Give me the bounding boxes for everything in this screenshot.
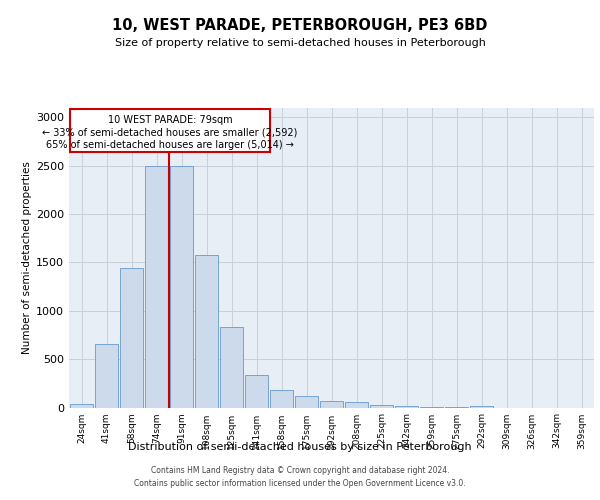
Bar: [370, 404, 394, 407]
Bar: [269, 390, 293, 407]
FancyBboxPatch shape: [70, 110, 270, 152]
Bar: [220, 327, 244, 407]
Y-axis label: Number of semi-detached properties: Number of semi-detached properties: [22, 161, 32, 354]
Bar: [320, 400, 343, 407]
Bar: [95, 344, 118, 407]
Text: 10, WEST PARADE, PETERBOROUGH, PE3 6BD: 10, WEST PARADE, PETERBOROUGH, PE3 6BD: [112, 18, 488, 32]
Bar: [194, 254, 218, 408]
Text: Size of property relative to semi-detached houses in Peterborough: Size of property relative to semi-detach…: [115, 38, 485, 48]
Bar: [295, 396, 319, 407]
Text: 10 WEST PARADE: 79sqm: 10 WEST PARADE: 79sqm: [107, 115, 232, 125]
Bar: [145, 166, 169, 408]
Bar: [245, 374, 268, 408]
Text: ← 33% of semi-detached houses are smaller (2,592): ← 33% of semi-detached houses are smalle…: [42, 128, 298, 138]
Text: Distribution of semi-detached houses by size in Peterborough: Distribution of semi-detached houses by …: [128, 442, 472, 452]
Bar: [395, 406, 418, 407]
Bar: [70, 404, 94, 407]
Bar: [170, 166, 193, 408]
Text: 65% of semi-detached houses are larger (5,014) →: 65% of semi-detached houses are larger (…: [46, 140, 294, 150]
Text: Contains HM Land Registry data © Crown copyright and database right 2024.
Contai: Contains HM Land Registry data © Crown c…: [134, 466, 466, 487]
Bar: [119, 268, 143, 407]
Bar: [470, 406, 493, 407]
Bar: [344, 402, 368, 407]
